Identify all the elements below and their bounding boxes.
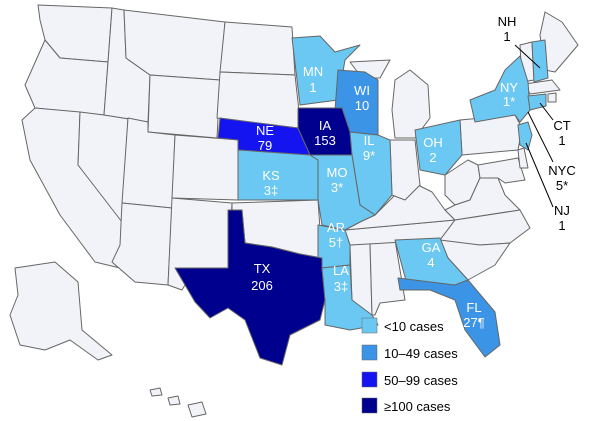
label-IA-count: 153	[314, 133, 336, 148]
label-MO-abbr: MO	[327, 165, 348, 180]
map-legend: <10 cases 10–49 cases 50–99 cases ≥100 c…	[361, 317, 458, 414]
label-FL-count: 27¶	[463, 315, 484, 330]
state-WY	[147, 74, 221, 139]
state-PA	[459, 114, 523, 156]
state-DE	[517, 147, 529, 169]
label-TX-count: 206	[251, 278, 273, 293]
callout-line-NH	[514, 44, 541, 69]
label-IL-count: 9*	[363, 148, 375, 163]
label-KS-count: 3‡	[264, 183, 278, 198]
label-AR-count: 5†	[329, 235, 343, 250]
callout-NH-count: 1	[503, 29, 510, 44]
state-AZ	[111, 202, 173, 286]
label-GA-count: 4	[427, 255, 434, 270]
state-MN	[291, 35, 361, 106]
callout-NH-abbr: NH	[498, 14, 517, 29]
callout-line-NJ	[525, 142, 554, 208]
legend-label-lt10: <10 cases	[384, 319, 444, 334]
label-FL-abbr: FL	[466, 300, 481, 315]
legend-swatch-lt10	[361, 317, 378, 334]
label-MN-count: 1	[309, 80, 316, 95]
state-MO	[309, 154, 376, 231]
state-NH	[531, 39, 549, 83]
label-MO-count: 3*	[331, 180, 343, 195]
state-ME	[539, 11, 579, 73]
label-LA-count: 3‡	[334, 279, 348, 294]
legend-label-100plus: ≥100 cases	[384, 399, 451, 414]
legend-label-50-99: 50–99 cases	[384, 373, 458, 388]
label-GA-abbr: GA	[422, 240, 441, 255]
label-OH-count: 2	[429, 150, 436, 165]
state-ND	[219, 21, 296, 76]
label-IL-abbr: IL	[364, 133, 375, 148]
callout-NYC-abbr: NYC	[548, 163, 575, 178]
label-OH-abbr: OH	[423, 135, 443, 150]
state-CO	[171, 134, 241, 201]
state-OH	[414, 119, 463, 176]
state-LA	[321, 264, 379, 331]
label-KS-abbr: KS	[262, 168, 280, 183]
legend-swatch-10-49	[361, 344, 378, 361]
callout-CT-abbr: CT	[553, 118, 570, 133]
label-WI-abbr: WI	[354, 83, 370, 98]
callouts: NH 1 CT 1 NYC 5* NJ 1	[498, 14, 576, 233]
callout-line-NYC	[527, 111, 554, 163]
state-FL	[397, 277, 501, 358]
callout-line-CT	[539, 102, 554, 121]
callout-CT-count: 1	[558, 133, 565, 148]
callout-NJ-count: 1	[558, 218, 565, 233]
state-HI	[149, 387, 207, 418]
label-NY-count: 1*	[503, 94, 515, 109]
label-NE-abbr: NE	[256, 123, 274, 138]
no-case-states	[9, 4, 579, 418]
label-AR-abbr: AR	[327, 220, 345, 235]
label-NY-abbr: NY	[500, 80, 518, 95]
case-states	[174, 35, 549, 366]
label-MN-abbr: MN	[303, 64, 323, 79]
legend-swatch-100plus	[361, 397, 378, 414]
state-AK	[9, 261, 113, 361]
state-labels: MN 1 WI 10 NE 79 IA 153 IL 9* OH 2 KS 3‡…	[251, 64, 518, 330]
state-MA	[524, 79, 561, 95]
callout-NJ-abbr: NJ	[554, 203, 570, 218]
label-NE-count: 79	[258, 138, 272, 153]
state-MD	[477, 157, 526, 184]
label-TX-abbr: TX	[254, 261, 271, 276]
callout-NYC-count: 5*	[556, 178, 568, 193]
state-TX	[174, 209, 326, 366]
label-LA-abbr: LA	[333, 263, 349, 278]
state-NJ	[517, 121, 533, 151]
label-IA-abbr: IA	[319, 118, 332, 133]
state-RI	[547, 92, 557, 103]
legend-swatch-50-99	[361, 371, 378, 388]
legend-label-10-49: 10–49 cases	[384, 346, 458, 361]
state-CT	[527, 93, 547, 111]
label-WI-count: 10	[355, 98, 369, 113]
